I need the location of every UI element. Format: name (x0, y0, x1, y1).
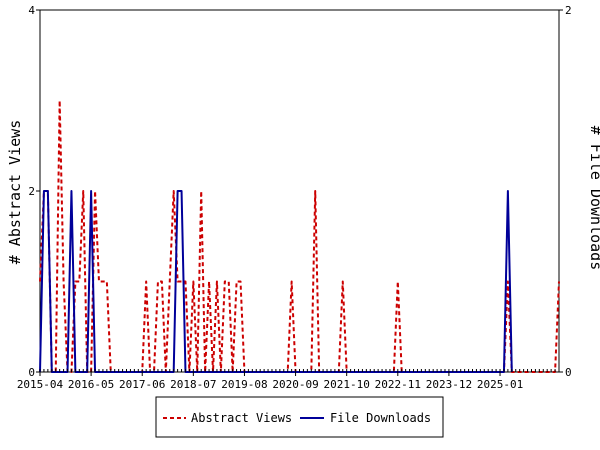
y2-tick-label: 0 (565, 366, 572, 379)
y-tick-label: 2 (28, 185, 35, 198)
x-tick-label: 2017-06 (119, 378, 165, 391)
y2-tick-label: 2 (565, 4, 572, 17)
legend: Abstract Views File Downloads (155, 396, 444, 438)
x-tick-label: 2022-11 (375, 378, 421, 391)
x-tick-label: 2023-12 (426, 378, 472, 391)
y-axis-ticks: 0 2 4 0 2 (28, 4, 571, 379)
x-axis-ticks: 2015-04 2016-05 2017-06 2018-07 2019-08 2020-… (17, 369, 560, 391)
x-tick-label: 2025-01 (477, 378, 523, 391)
x-tick-label: 2018-07 (170, 378, 216, 391)
y-tick-label: 0 (28, 366, 35, 379)
x-tick-label: 2021-10 (324, 378, 370, 391)
y-tick-label: 4 (28, 4, 35, 17)
series-line-abstract-views (39, 99, 560, 373)
x-tick-label: 2015-04 (17, 378, 64, 391)
y-axis-title: # Abstract Views (6, 120, 24, 265)
x-tick-label: 2019-08 (221, 378, 267, 391)
x-tick-label: 2016-05 (68, 378, 114, 391)
legend-label-abstract-views: Abstract Views (191, 411, 292, 425)
x-tick-label: 2020-09 (272, 378, 318, 391)
legend-label-file-downloads: File Downloads (330, 411, 431, 425)
y2-axis-title: # File Downloads (587, 126, 600, 271)
legend-box (155, 396, 444, 438)
